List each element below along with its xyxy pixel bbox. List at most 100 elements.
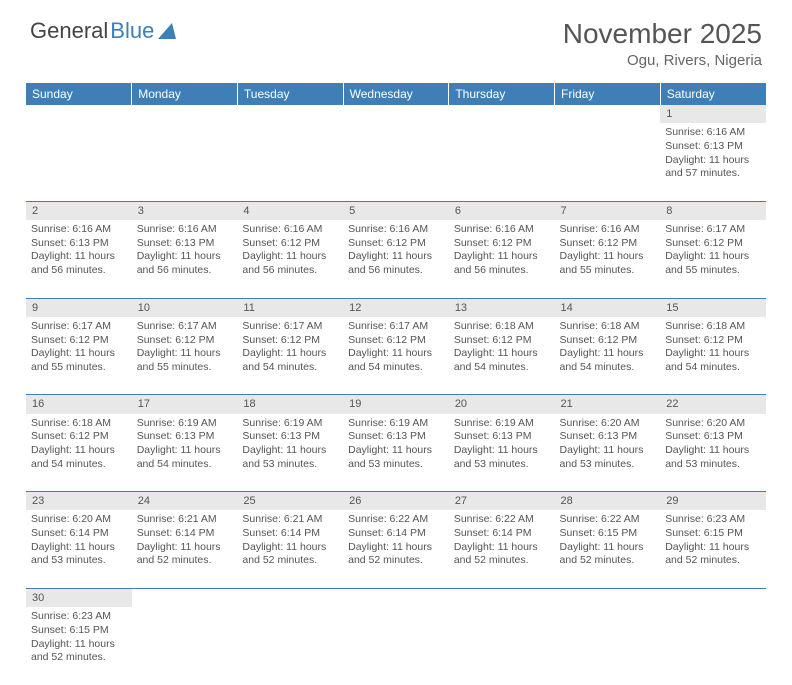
day1-text: Daylight: 11 hours [454, 250, 550, 264]
sunset-text: Sunset: 6:13 PM [665, 140, 761, 154]
day-number: 22 [660, 395, 766, 414]
day1-text: Daylight: 11 hours [454, 347, 550, 361]
calendar-table: Sunday Monday Tuesday Wednesday Thursday… [26, 83, 766, 685]
weekday-header: Saturday [660, 83, 766, 105]
day-number [237, 588, 343, 607]
day2-text: and 56 minutes. [242, 264, 338, 278]
day2-text: and 53 minutes. [665, 458, 761, 472]
weekday-header: Tuesday [237, 83, 343, 105]
day-cell: Sunrise: 6:16 AMSunset: 6:13 PMDaylight:… [132, 220, 238, 298]
day-number: 9 [26, 298, 132, 317]
day-cell: Sunrise: 6:19 AMSunset: 6:13 PMDaylight:… [343, 414, 449, 492]
day-number: 3 [132, 201, 238, 220]
day1-text: Daylight: 11 hours [242, 250, 338, 264]
day-number: 24 [132, 492, 238, 511]
day1-text: Daylight: 11 hours [348, 250, 444, 264]
sunset-text: Sunset: 6:12 PM [348, 237, 444, 251]
sunrise-text: Sunrise: 6:18 AM [560, 320, 656, 334]
sunset-text: Sunset: 6:13 PM [560, 430, 656, 444]
day-number: 16 [26, 395, 132, 414]
day1-text: Daylight: 11 hours [242, 444, 338, 458]
sunset-text: Sunset: 6:13 PM [242, 430, 338, 444]
day1-text: Daylight: 11 hours [560, 444, 656, 458]
sunset-text: Sunset: 6:14 PM [137, 527, 233, 541]
day-cell [555, 607, 661, 685]
day-number: 10 [132, 298, 238, 317]
day-cell: Sunrise: 6:22 AMSunset: 6:15 PMDaylight:… [555, 510, 661, 588]
day-number [26, 105, 132, 123]
day-cell [343, 123, 449, 201]
day-number [449, 588, 555, 607]
day-number [555, 588, 661, 607]
day-cell: Sunrise: 6:18 AMSunset: 6:12 PMDaylight:… [26, 414, 132, 492]
sunset-text: Sunset: 6:13 PM [348, 430, 444, 444]
day2-text: and 53 minutes. [348, 458, 444, 472]
day-number: 7 [555, 201, 661, 220]
day1-text: Daylight: 11 hours [665, 444, 761, 458]
day-cell [132, 607, 238, 685]
day-cell: Sunrise: 6:20 AMSunset: 6:14 PMDaylight:… [26, 510, 132, 588]
sunset-text: Sunset: 6:12 PM [31, 430, 127, 444]
day-number: 4 [237, 201, 343, 220]
day1-text: Daylight: 11 hours [348, 347, 444, 361]
sunset-text: Sunset: 6:12 PM [665, 334, 761, 348]
day-cell: Sunrise: 6:20 AMSunset: 6:13 PMDaylight:… [660, 414, 766, 492]
day-number [132, 105, 238, 123]
day-cell: Sunrise: 6:22 AMSunset: 6:14 PMDaylight:… [449, 510, 555, 588]
weekday-header-row: Sunday Monday Tuesday Wednesday Thursday… [26, 83, 766, 105]
day-cell: Sunrise: 6:17 AMSunset: 6:12 PMDaylight:… [343, 317, 449, 395]
sunset-text: Sunset: 6:12 PM [242, 334, 338, 348]
day2-text: and 56 minutes. [137, 264, 233, 278]
day-cell: Sunrise: 6:19 AMSunset: 6:13 PMDaylight:… [449, 414, 555, 492]
day-cell [449, 123, 555, 201]
day2-text: and 52 minutes. [137, 554, 233, 568]
day1-text: Daylight: 11 hours [31, 347, 127, 361]
day-number: 21 [555, 395, 661, 414]
sunrise-text: Sunrise: 6:21 AM [242, 513, 338, 527]
day2-text: and 53 minutes. [454, 458, 550, 472]
day-cell [237, 123, 343, 201]
day1-text: Daylight: 11 hours [137, 250, 233, 264]
sunset-text: Sunset: 6:14 PM [348, 527, 444, 541]
day2-text: and 52 minutes. [242, 554, 338, 568]
detail-row: Sunrise: 6:17 AMSunset: 6:12 PMDaylight:… [26, 317, 766, 395]
sunset-text: Sunset: 6:13 PM [454, 430, 550, 444]
day-number [343, 105, 449, 123]
sunset-text: Sunset: 6:12 PM [137, 334, 233, 348]
day1-text: Daylight: 11 hours [665, 541, 761, 555]
sunrise-text: Sunrise: 6:22 AM [454, 513, 550, 527]
day1-text: Daylight: 11 hours [560, 347, 656, 361]
day2-text: and 54 minutes. [454, 361, 550, 375]
sunrise-text: Sunrise: 6:22 AM [560, 513, 656, 527]
day-number: 30 [26, 588, 132, 607]
sunrise-text: Sunrise: 6:19 AM [454, 417, 550, 431]
day-number: 29 [660, 492, 766, 511]
day-number: 17 [132, 395, 238, 414]
day2-text: and 56 minutes. [454, 264, 550, 278]
day-cell: Sunrise: 6:23 AMSunset: 6:15 PMDaylight:… [26, 607, 132, 685]
day-cell: Sunrise: 6:18 AMSunset: 6:12 PMDaylight:… [555, 317, 661, 395]
day1-text: Daylight: 11 hours [31, 638, 127, 652]
sunset-text: Sunset: 6:12 PM [242, 237, 338, 251]
weekday-header: Thursday [449, 83, 555, 105]
day2-text: and 52 minutes. [31, 651, 127, 665]
day-cell [343, 607, 449, 685]
day1-text: Daylight: 11 hours [31, 250, 127, 264]
day-cell: Sunrise: 6:19 AMSunset: 6:13 PMDaylight:… [237, 414, 343, 492]
day-cell: Sunrise: 6:22 AMSunset: 6:14 PMDaylight:… [343, 510, 449, 588]
day1-text: Daylight: 11 hours [665, 154, 761, 168]
sunrise-text: Sunrise: 6:20 AM [31, 513, 127, 527]
day-cell: Sunrise: 6:23 AMSunset: 6:15 PMDaylight:… [660, 510, 766, 588]
sunrise-text: Sunrise: 6:23 AM [665, 513, 761, 527]
logo-sail-icon [158, 23, 180, 39]
day-cell: Sunrise: 6:21 AMSunset: 6:14 PMDaylight:… [132, 510, 238, 588]
daynum-row: 30 [26, 588, 766, 607]
sunset-text: Sunset: 6:15 PM [31, 624, 127, 638]
day1-text: Daylight: 11 hours [137, 444, 233, 458]
day-cell: Sunrise: 6:17 AMSunset: 6:12 PMDaylight:… [660, 220, 766, 298]
day2-text: and 56 minutes. [31, 264, 127, 278]
sunset-text: Sunset: 6:14 PM [31, 527, 127, 541]
day-cell: Sunrise: 6:16 AMSunset: 6:12 PMDaylight:… [555, 220, 661, 298]
day-number: 15 [660, 298, 766, 317]
day-number [237, 105, 343, 123]
